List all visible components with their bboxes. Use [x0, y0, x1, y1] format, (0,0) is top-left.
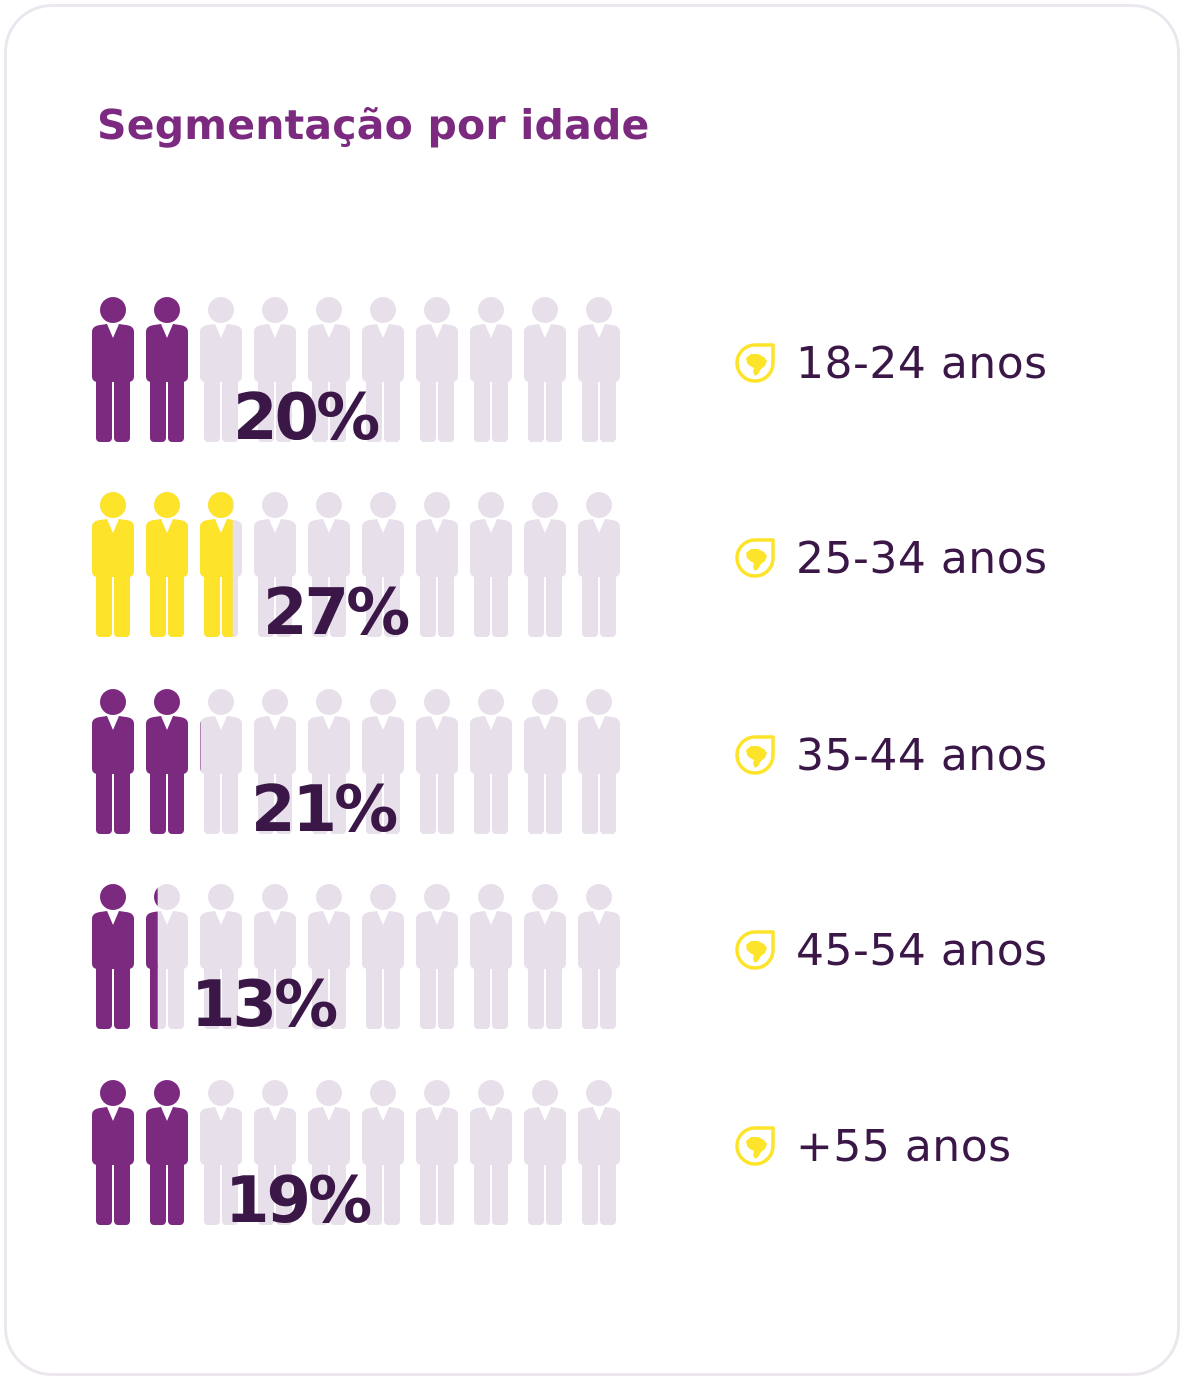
brazil-map-pin-icon — [735, 930, 775, 970]
age-segment-row: 27% 25-34 anos — [0, 491, 1188, 645]
people-pictogram-bar — [88, 491, 633, 641]
brazil-map-pin-icon — [735, 343, 775, 383]
percentage-value: 20% — [233, 381, 380, 455]
empty-figures — [92, 884, 620, 1029]
brazil-map-pin-icon — [735, 538, 775, 578]
age-segment-row: 20% 18-24 anos — [0, 296, 1188, 450]
pictogram-svg — [92, 297, 620, 442]
filled-figures-bar — [92, 884, 158, 1029]
people-pictogram-bar — [88, 1079, 633, 1229]
filled-figures-bar — [92, 1080, 188, 1225]
age-segment-row: 21% 35-44 anos — [0, 688, 1188, 842]
age-range-text: 25-34 anos — [796, 533, 1048, 584]
chart-title: Segmentação por idade — [97, 101, 650, 149]
brazil-map-pin-icon — [735, 735, 775, 775]
people-pictogram-bar — [88, 296, 633, 446]
age-range-text: 45-54 anos — [796, 925, 1048, 976]
percentage-value: 19% — [225, 1164, 372, 1238]
brazil-map-pin-icon — [735, 1126, 775, 1166]
filled-figures-bar — [92, 297, 188, 442]
age-range-text: 35-44 anos — [796, 730, 1048, 781]
filled-figures-bar — [92, 689, 201, 834]
percentage-value: 27% — [263, 576, 410, 650]
filled-figures-bar — [92, 492, 233, 637]
pictogram-svg — [92, 689, 620, 834]
people-pictogram-bar — [88, 688, 633, 838]
percentage-value: 13% — [191, 968, 338, 1042]
age-segment-row: 13% 45-54 anos — [0, 883, 1188, 1037]
people-pictogram-bar — [88, 883, 633, 1033]
age-segment-row: 19% +55 anos — [0, 1079, 1188, 1233]
empty-figures — [92, 1080, 620, 1225]
pictogram-svg — [92, 884, 620, 1029]
age-range-text: 18-24 anos — [796, 338, 1048, 389]
pictogram-svg — [92, 492, 620, 637]
percentage-value: 21% — [251, 773, 398, 847]
pictogram-svg — [92, 1080, 620, 1225]
age-range-text: +55 anos — [796, 1121, 1012, 1172]
